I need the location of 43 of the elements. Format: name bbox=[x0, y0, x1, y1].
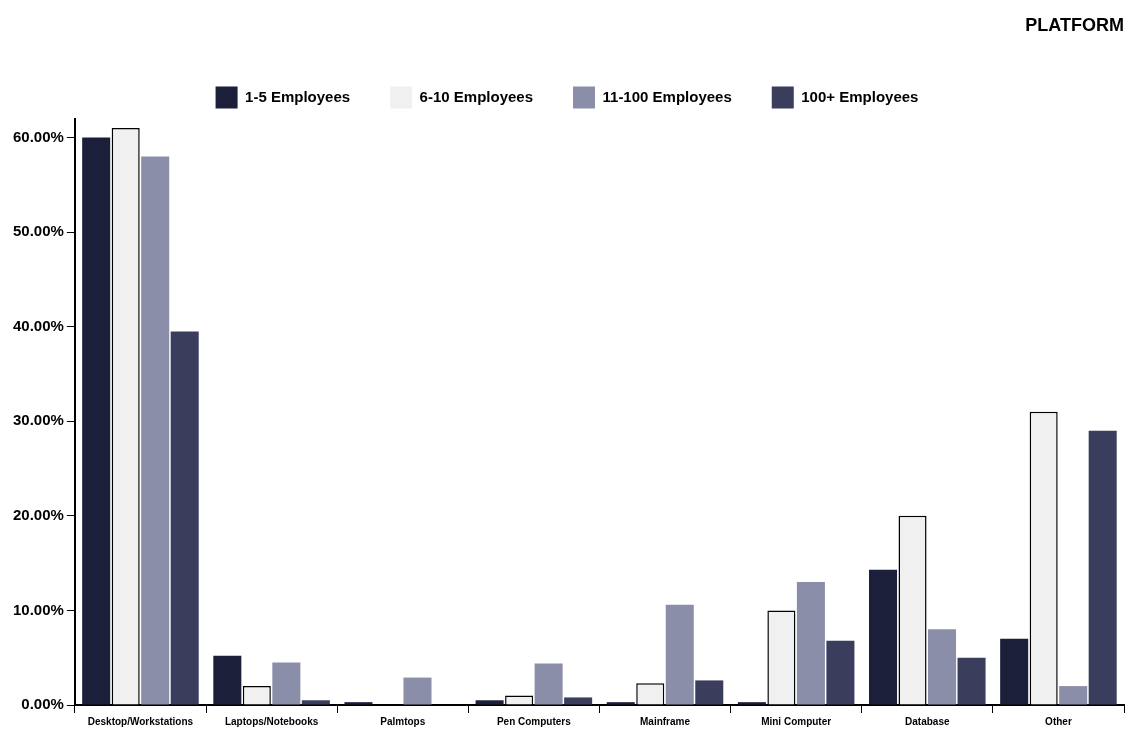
bar bbox=[272, 662, 301, 705]
chart-title: PLATFORM bbox=[1025, 14, 1124, 35]
bar bbox=[826, 640, 855, 705]
x-tick-label: Pen Computers bbox=[496, 715, 572, 727]
y-tick-label: 20.00% bbox=[13, 505, 64, 523]
bar bbox=[141, 156, 170, 705]
legend-label: 1-5 Employees bbox=[245, 87, 351, 105]
y-tick-label: 40.00% bbox=[13, 316, 64, 334]
x-tick-label: Desktop/Workstations bbox=[87, 715, 194, 727]
bar bbox=[564, 697, 593, 705]
bar bbox=[665, 604, 694, 705]
x-tick-label: Mainframe bbox=[640, 715, 691, 727]
bar bbox=[213, 655, 242, 705]
legend-label: 11-100 Employees bbox=[602, 87, 732, 105]
x-tick-label: Laptops/Notebooks bbox=[224, 715, 319, 727]
bar bbox=[869, 569, 898, 705]
bar bbox=[534, 663, 563, 705]
bar bbox=[301, 700, 330, 705]
bar bbox=[737, 702, 766, 705]
bar bbox=[957, 657, 986, 705]
bar bbox=[82, 137, 111, 705]
bar bbox=[1088, 430, 1117, 705]
bar bbox=[170, 331, 199, 705]
y-tick-label: 0.00% bbox=[21, 695, 64, 713]
bar bbox=[403, 677, 432, 705]
bar bbox=[606, 702, 635, 705]
bar bbox=[344, 702, 373, 705]
bar bbox=[1059, 686, 1088, 705]
x-tick-label: Mini Computer bbox=[761, 715, 832, 727]
x-tick-label: Other bbox=[1045, 715, 1072, 727]
y-tick-label: 60.00% bbox=[13, 127, 64, 145]
y-tick-label: 50.00% bbox=[13, 222, 64, 240]
bar bbox=[695, 680, 724, 705]
legend-label: 6-10 Employees bbox=[419, 87, 534, 105]
y-tick-label: 30.00% bbox=[13, 411, 64, 429]
bar bbox=[928, 629, 957, 705]
bar bbox=[1000, 638, 1029, 705]
bar bbox=[796, 582, 825, 705]
y-tick-label: 10.00% bbox=[13, 600, 64, 618]
x-tick-label: Database bbox=[905, 715, 950, 727]
legend-label: 100+ Employees bbox=[801, 87, 919, 105]
x-tick-label: Palmtops bbox=[380, 715, 426, 727]
bar bbox=[475, 700, 504, 705]
